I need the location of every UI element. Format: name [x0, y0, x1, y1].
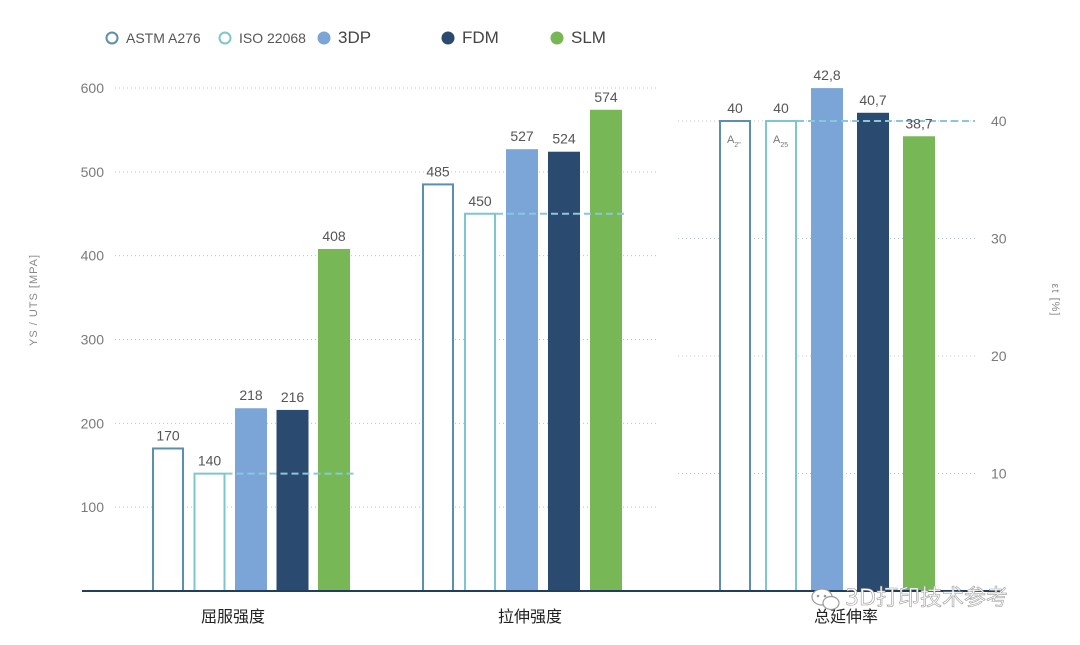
right-tick-label: 20 — [991, 348, 1007, 364]
right-tick-label: 40 — [991, 113, 1007, 129]
legend-label: 3DP — [338, 28, 371, 47]
left-tick-label: 300 — [81, 332, 105, 348]
bar-iso-22068 — [464, 212, 496, 592]
value-label: 524 — [552, 131, 576, 147]
right-axis-ticks: 10 20 30 40 — [991, 113, 1007, 482]
bar-slm — [590, 109, 622, 592]
bar-3dp — [811, 88, 843, 591]
left-tick-label: 400 — [81, 248, 105, 264]
bar-iso-22068 — [765, 120, 797, 592]
legend-label: SLM — [571, 28, 606, 47]
value-label: 42,8 — [813, 67, 840, 83]
legend-marker — [550, 31, 564, 45]
legend-label: ISO 22068 — [239, 30, 306, 46]
value-label: 485 — [426, 163, 450, 179]
legend-label: ASTM A276 — [126, 30, 201, 46]
bar-astm-a276 — [422, 183, 454, 593]
bar-astm-a276 — [152, 447, 184, 592]
bar-fdm — [548, 151, 580, 592]
legend-marker — [317, 31, 331, 45]
category-label: 屈服强度 — [201, 607, 265, 626]
value-label: 216 — [281, 389, 305, 405]
bar-sublabel-subscript: 25 — [780, 142, 788, 149]
right-tick-label: 30 — [991, 231, 1007, 247]
bar-iso-22068 — [193, 472, 226, 592]
bar-slm — [318, 248, 350, 591]
left-tick-label: 100 — [81, 499, 105, 515]
category-label: 拉伸强度 — [498, 607, 562, 626]
reference-lines — [225, 120, 975, 475]
legend-marker — [105, 31, 119, 45]
value-label: 140 — [198, 453, 222, 469]
left-axis-title: YS / UTS [MPA] — [28, 254, 40, 346]
value-labels: 170 140 218 216 408 485 450 527 524 574 40 40 42,8 40… — [156, 67, 933, 469]
value-label: 170 — [156, 427, 180, 443]
bar-fdm — [857, 112, 889, 592]
value-label: 38,7 — [905, 115, 932, 131]
value-label: 40,7 — [859, 92, 886, 108]
value-label: 40 — [727, 100, 743, 116]
left-tick-label: 600 — [81, 80, 105, 96]
value-label: 574 — [594, 89, 618, 105]
bar-sublabel-subscript: 2" — [734, 142, 741, 149]
watermark: 3D打印技术参考 — [811, 586, 1008, 611]
right-tick-label: 10 — [991, 466, 1007, 482]
category-label: 总延伸率 — [814, 607, 878, 626]
bar-fdm — [276, 409, 309, 591]
left-tick-label: 200 — [81, 415, 105, 431]
bar-3dp — [506, 149, 538, 591]
value-label: 527 — [510, 128, 534, 144]
bar-astm-a276 — [719, 120, 751, 592]
watermark-text: 3D打印技术参考 — [845, 586, 1008, 611]
value-label: 408 — [322, 228, 346, 244]
category-labels: 屈服强度 拉伸强度 总延伸率 — [201, 607, 878, 626]
left-tick-label: 500 — [81, 164, 105, 180]
bar-slm — [903, 136, 935, 591]
value-label: 40 — [773, 100, 789, 116]
legend-marker — [441, 31, 455, 45]
legend: ASTM A276 ISO 22068 3DP FDM SLM — [105, 28, 606, 47]
bar-3dp — [235, 408, 267, 591]
right-axis-title: εt [%] — [1049, 284, 1061, 317]
left-axis-ticks: 100 200 300 400 500 600 — [81, 80, 105, 515]
bars — [152, 88, 935, 593]
legend-label: FDM — [462, 28, 499, 47]
value-label: 218 — [239, 387, 263, 403]
legend-marker — [218, 31, 232, 45]
value-label: 450 — [468, 193, 492, 209]
wechat-icon — [811, 588, 840, 611]
